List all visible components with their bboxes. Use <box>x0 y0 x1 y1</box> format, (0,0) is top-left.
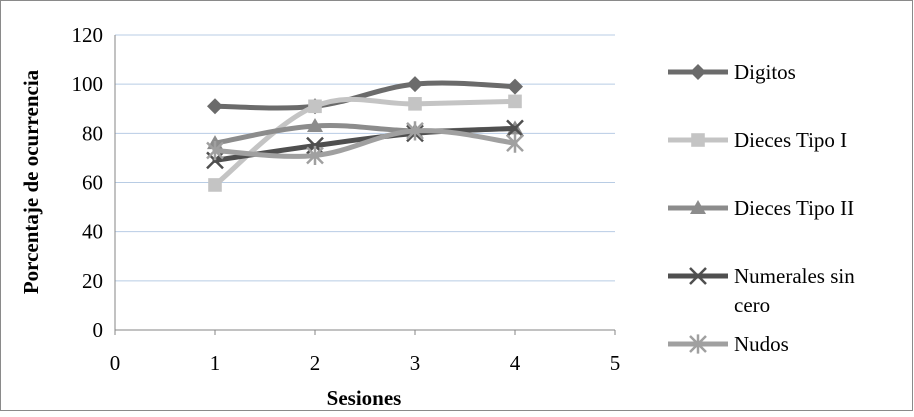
legend-item-numerales-sin-cero: Numerales sin cero <box>668 264 855 317</box>
legend-marker <box>689 267 707 285</box>
y-tick-label: 60 <box>82 171 103 195</box>
x-tick-label: 0 <box>110 351 121 375</box>
y-tick-label: 100 <box>72 72 104 96</box>
data-point-nudos <box>406 121 424 141</box>
legend-marker <box>690 200 706 214</box>
data-point-nudos <box>306 145 324 166</box>
y-tick-label: 0 <box>93 318 104 342</box>
x-tick-label: 2 <box>310 351 321 375</box>
legend-marker <box>690 64 706 80</box>
data-point-dieces-tipo-i <box>208 178 222 192</box>
legend-label: Numerales sin <box>734 264 855 288</box>
series-layer <box>206 76 524 192</box>
x-axis-label: Sesiones <box>327 386 402 410</box>
axes: 0 20 40 60 80 100 120 0 1 2 3 4 5 <box>72 23 621 375</box>
legend-label: Nudos <box>734 332 789 356</box>
data-point-dieces-tipo-i <box>308 99 322 114</box>
x-tick-label: 5 <box>610 351 621 375</box>
y-tick-label: 40 <box>82 220 103 244</box>
data-point-nudos <box>506 133 524 153</box>
y-tick-label: 20 <box>82 269 103 293</box>
legend-marker <box>689 334 707 354</box>
legend-marker <box>691 133 705 147</box>
data-point-digitos <box>507 78 523 95</box>
legend-item-dieces-tipo-ii: Dieces Tipo II <box>668 196 854 220</box>
legend: Digitos Dieces Tipo I Dieces Tipo II Numera… <box>668 60 855 356</box>
data-point-numerales-sin-cero <box>506 119 524 138</box>
series-line-nudos <box>212 128 518 159</box>
y-tick-label: 80 <box>82 121 103 145</box>
legend-item-dieces-tipo-i: Dieces Tipo I <box>668 128 847 152</box>
y-axis-label: Porcentaje de ocurrencia <box>19 69 43 294</box>
data-point-dieces-tipo-ii <box>307 117 323 132</box>
legend-item-nudos: Nudos <box>668 332 789 356</box>
data-point-dieces-tipo-i <box>408 97 422 111</box>
legend-label: Dieces Tipo I <box>734 128 847 152</box>
series-line-dieces-tipo-i <box>212 96 518 188</box>
series-line-digitos <box>212 80 518 111</box>
legend-label: Dieces Tipo II <box>734 196 854 220</box>
gridlines <box>115 34 615 282</box>
x-tick-label: 1 <box>210 351 221 375</box>
data-point-dieces-tipo-i <box>508 94 522 109</box>
x-tick-label: 3 <box>410 351 421 375</box>
legend-label-continued: cero <box>734 293 770 317</box>
legend-item-digitos: Digitos <box>668 60 796 84</box>
series-nudos <box>206 121 524 166</box>
legend-label: Digitos <box>734 60 796 84</box>
data-point-digitos <box>207 98 223 115</box>
data-point-digitos <box>407 76 423 93</box>
series-dieces-tipo-i <box>208 94 522 192</box>
y-tick-label: 120 <box>72 23 104 47</box>
data-point-nudos <box>206 140 224 161</box>
x-tick-label: 4 <box>510 351 521 375</box>
